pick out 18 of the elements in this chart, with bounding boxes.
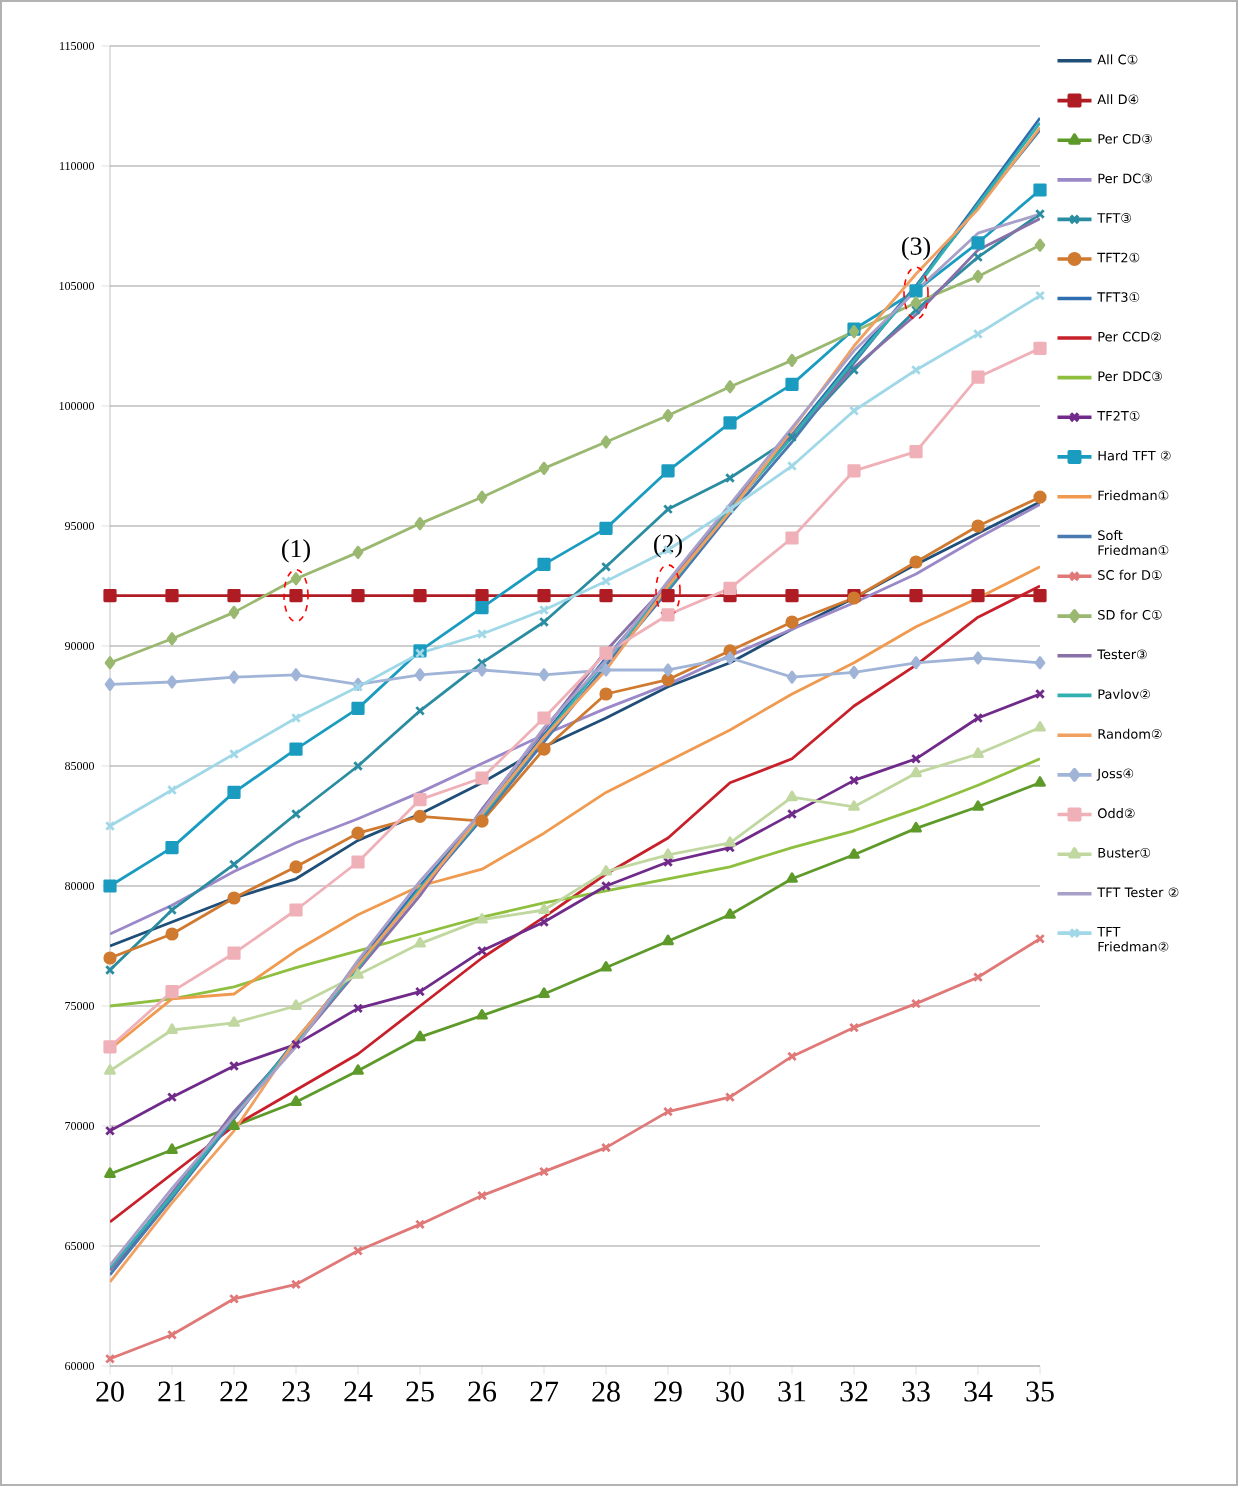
x-tick-label: 22 [220,1381,248,1402]
x-tick-label: 31 [778,1381,806,1402]
annotation: (3) [902,236,930,261]
x-tick-label: 29 [654,1381,682,1402]
x-tick-label: 26 [468,1381,497,1402]
x-tick-label: 35 [1026,1381,1054,1402]
annotation: (1) [282,539,310,563]
x-tick-label: 28 [592,1381,620,1402]
x-tick-label: 20 [96,1381,124,1402]
x-tick-label: 23 [282,1381,310,1402]
x-tick-label: 33 [902,1381,930,1402]
x-tick-label: 34 [964,1381,993,1402]
x-tick-label: 27 [530,1381,559,1402]
x-tick-label: 25 [406,1381,434,1402]
x-tick-label: 21 [158,1381,186,1402]
x-tick-label: 32 [840,1381,868,1402]
x-tick-label: 30 [716,1381,744,1402]
x-tick-label: 24 [344,1381,373,1402]
